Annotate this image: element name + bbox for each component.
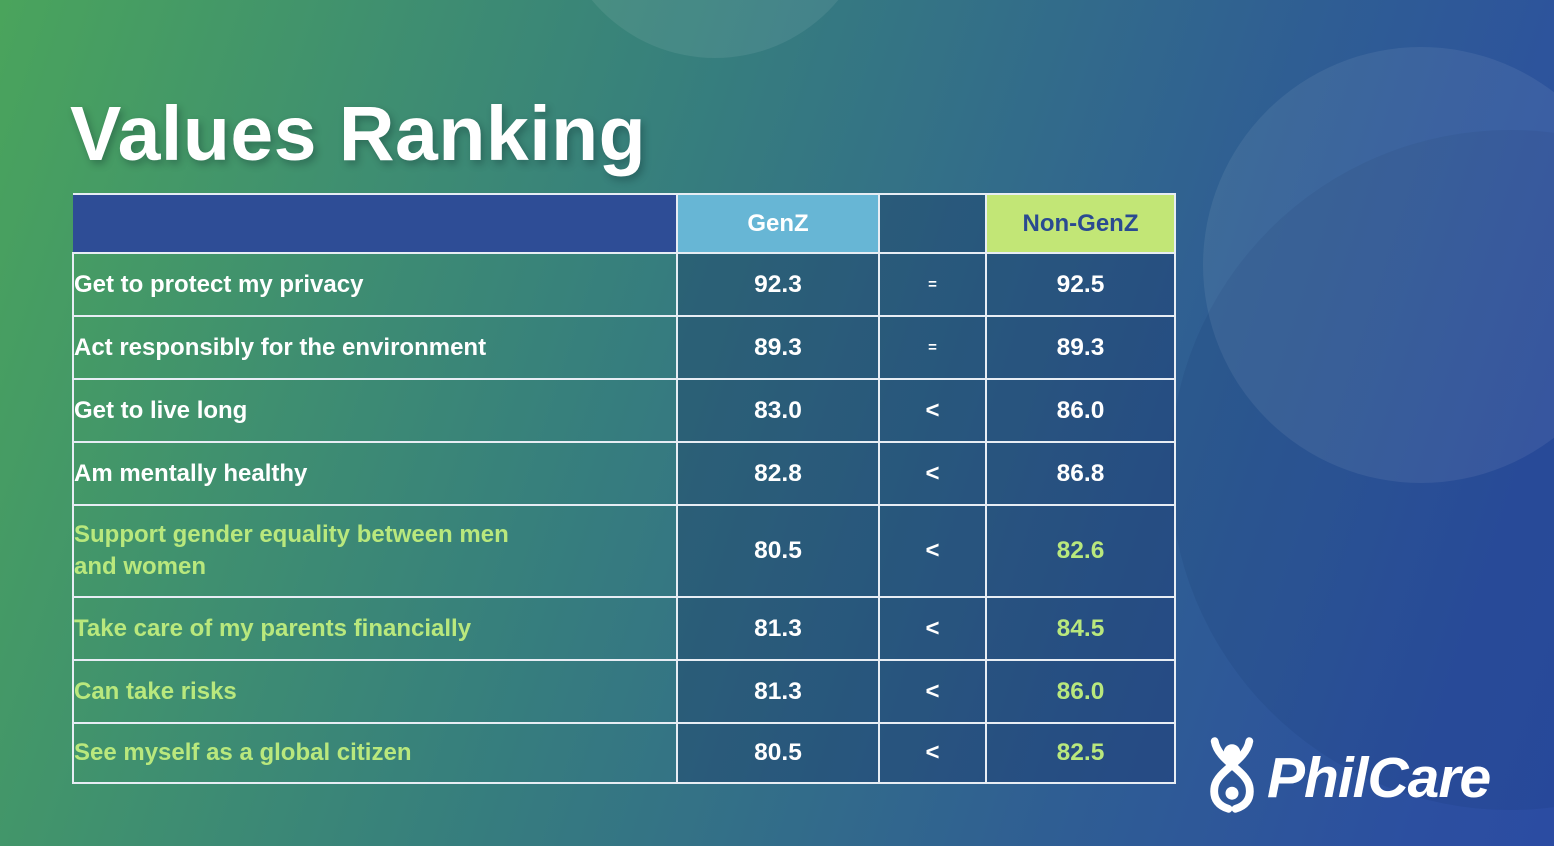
nongenz-value-cell: 86.0 [985,659,1176,724]
table-row: Take care of my parents financially 81.3 <… [72,596,1176,661]
decorative-circle-top [555,0,875,58]
equals-symbol: = [928,275,937,293]
genz-value-cell: 92.3 [676,252,880,317]
comparison-cell: < [878,504,987,598]
less-than-symbol: < [925,739,940,766]
comparison-column-header [878,193,987,254]
less-than-symbol: < [925,537,940,564]
genz-value-cell: 80.5 [676,722,880,784]
comparison-cell: < [878,441,987,506]
less-than-symbol: < [925,459,940,487]
comparison-cell: = [878,252,987,317]
nongenz-value-cell: 82.5 [985,722,1176,784]
table-row: Get to protect my privacy 92.3 = 92.5 [72,252,1176,317]
philcare-figure-icon [1206,731,1258,824]
values-table-body: Get to protect my privacy 92.3 = 92.5 Act re… [72,252,1176,784]
comparison-cell: = [878,315,987,380]
genz-value-cell: 80.5 [676,504,880,598]
group-column-header [73,193,678,254]
nongenz-value-cell: 82.6 [985,504,1176,598]
comparison-cell: < [878,596,987,661]
table-row: Act responsibly for the environment 89.3 =… [72,315,1176,380]
genz-value-cell: 89.3 [676,315,880,380]
nongenz-value-cell: 84.5 [985,596,1176,661]
genz-column-header: GenZ [676,193,880,254]
nongenz-column-header: Non-GenZ [985,193,1176,254]
less-than-symbol: < [925,396,940,424]
genz-value-cell: 82.8 [676,441,880,506]
philcare-logo: PhilCare [1206,731,1491,824]
less-than-symbol: < [925,677,940,705]
genz-value-cell: 81.3 [676,659,880,724]
genz-value-cell: 83.0 [676,378,880,443]
value-label-cell: Support gender equality between men and w… [72,504,678,598]
table-row: Can take risks 81.3 <86.0 [72,659,1176,724]
nongenz-value-cell: 86.0 [985,378,1176,443]
table-header-row: GenZ Non-GenZ [73,193,1176,254]
table-row: Get to live long 83.0 <86.0 [72,378,1176,443]
table-row: Support gender equality between men and w… [72,504,1176,598]
less-than-symbol: < [925,614,940,642]
comparison-cell: < [878,659,987,724]
nongenz-value-cell: 89.3 [985,315,1176,380]
values-table-container: GenZ Non-GenZ Get to protect my privacy 9… [72,193,1176,784]
value-label-cell: Take care of my parents financially [72,596,678,661]
value-label-cell: Am mentally healthy [72,441,678,506]
value-label-cell: Can take risks [72,659,678,724]
comparison-cell: < [878,378,987,443]
page-title: Values Ranking [70,90,647,177]
value-label-cell: See myself as a global citizen [72,722,678,784]
nongenz-value-cell: 86.8 [985,441,1176,506]
values-table: GenZ Non-GenZ Get to protect my privacy 9… [72,193,1176,784]
table-row: Am mentally healthy 82.8 <86.8 [72,441,1176,506]
nongenz-value-cell: 92.5 [985,252,1176,317]
decorative-circle-right-light [1203,47,1554,483]
value-label-cell: Get to live long [72,378,678,443]
genz-value-cell: 81.3 [676,596,880,661]
value-label-cell: Act responsibly for the environment [72,315,678,380]
comparison-cell: < [878,722,987,784]
value-label-cell: Get to protect my privacy [72,252,678,317]
table-row: See myself as a global citizen 80.5 <82.5 [72,722,1176,784]
equals-symbol: = [928,338,937,356]
philcare-logo-text: PhilCare [1267,745,1491,810]
